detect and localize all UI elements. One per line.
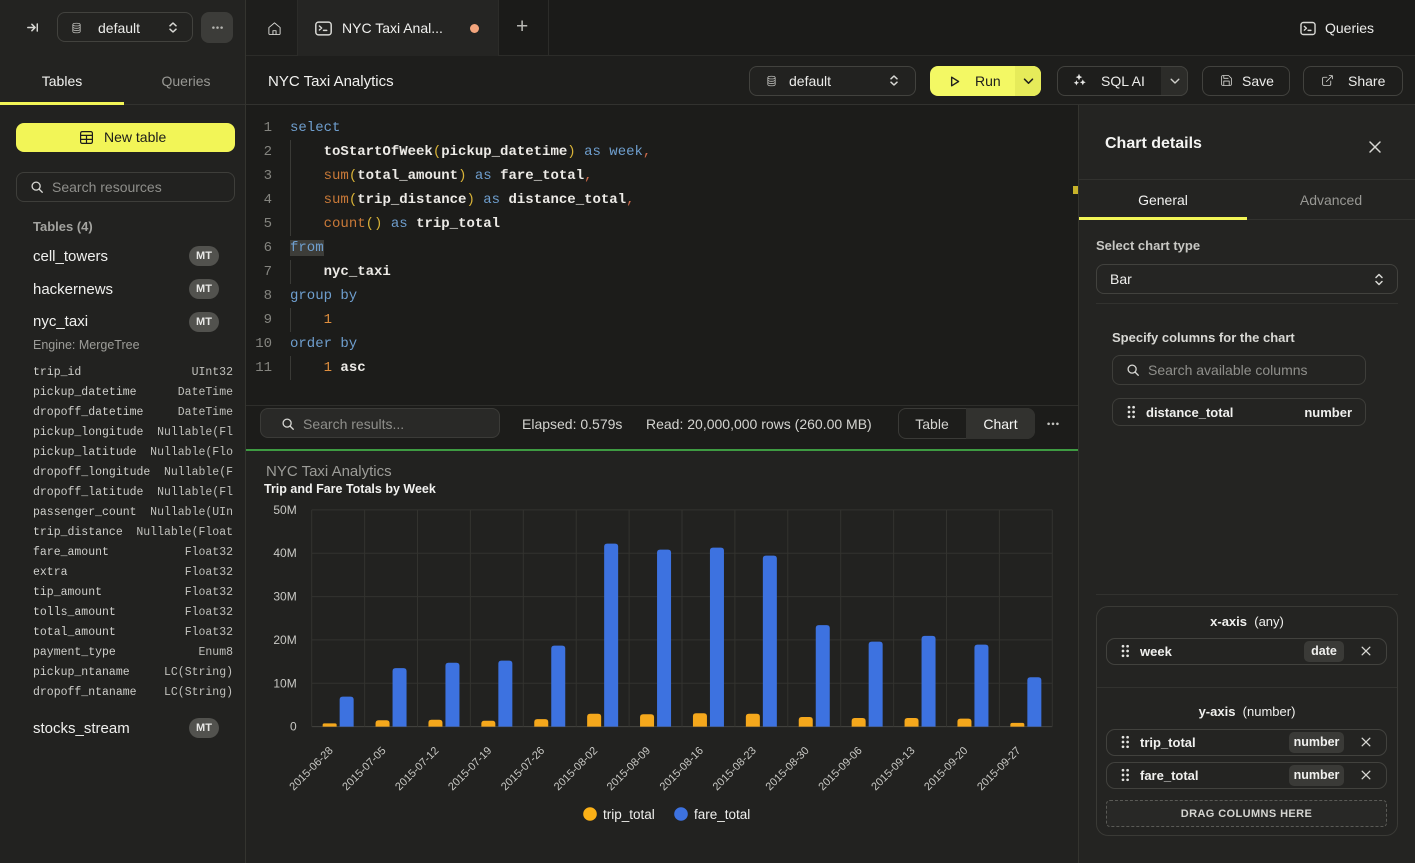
svg-text:2015-08-16: 2015-08-16 xyxy=(658,745,706,793)
svg-text:2015-07-26: 2015-07-26 xyxy=(499,745,547,793)
svg-text:2015-09-13: 2015-09-13 xyxy=(869,745,917,793)
svg-text:2015-09-20: 2015-09-20 xyxy=(922,745,970,793)
svg-text:30M: 30M xyxy=(273,590,296,604)
svg-text:50M: 50M xyxy=(273,503,296,517)
svg-text:2015-09-27: 2015-09-27 xyxy=(975,745,1023,793)
svg-text:0: 0 xyxy=(290,720,297,734)
svg-text:2015-08-23: 2015-08-23 xyxy=(711,745,759,793)
svg-text:2015-06-28: 2015-06-28 xyxy=(287,745,335,793)
svg-text:trip_total: trip_total xyxy=(603,807,655,822)
svg-text:2015-08-30: 2015-08-30 xyxy=(763,745,811,793)
svg-text:2015-07-12: 2015-07-12 xyxy=(393,745,441,793)
svg-text:20M: 20M xyxy=(273,633,296,647)
svg-text:40M: 40M xyxy=(273,546,296,560)
svg-text:2015-09-06: 2015-09-06 xyxy=(816,745,864,793)
svg-text:2015-07-19: 2015-07-19 xyxy=(446,745,494,793)
svg-text:2015-07-05: 2015-07-05 xyxy=(340,745,388,793)
svg-text:fare_total: fare_total xyxy=(694,807,750,822)
svg-text:2015-08-09: 2015-08-09 xyxy=(605,745,653,793)
svg-text:2015-08-02: 2015-08-02 xyxy=(552,745,600,793)
svg-text:10M: 10M xyxy=(273,676,296,690)
